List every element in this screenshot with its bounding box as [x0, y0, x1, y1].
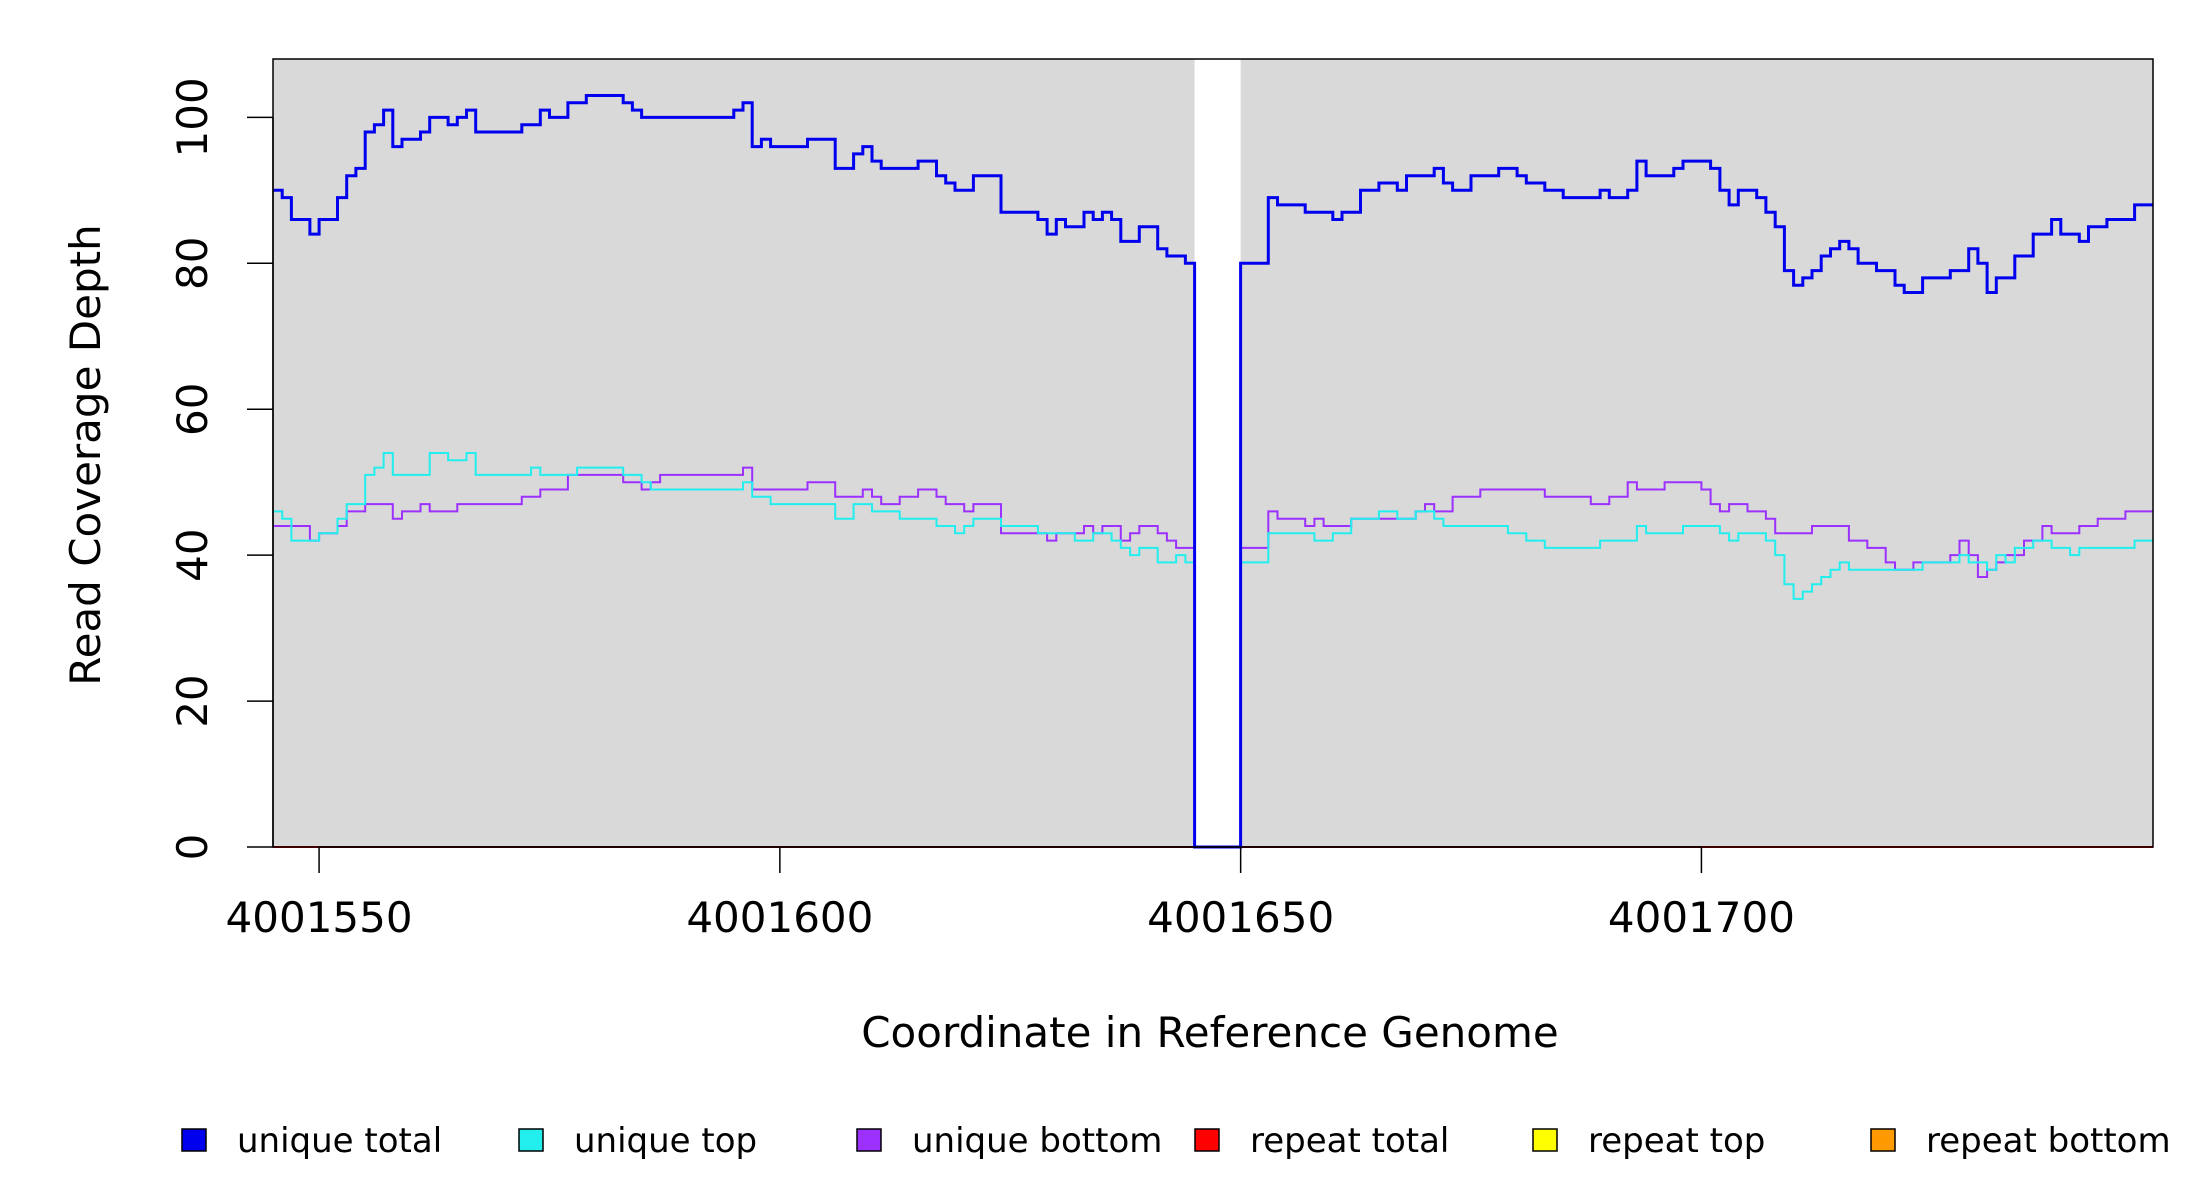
legend-item-repeat-top: repeat top	[1532, 1121, 1765, 1161]
legend-item-unique-total: unique total	[181, 1121, 442, 1161]
y-tick-label: 20	[168, 674, 217, 727]
legend-swatch	[856, 1128, 882, 1152]
legend-item-unique-bottom: unique bottom	[856, 1121, 1162, 1161]
y-axis-label: Read Coverage Depth	[61, 224, 110, 685]
series-line-unique-total	[273, 94, 2153, 849]
legend-label: repeat total	[1250, 1121, 1449, 1161]
x-axis: 4001550 4001600 4001650 4001700	[226, 846, 1795, 942]
legend-swatch	[1194, 1128, 1220, 1152]
y-tick-label: 80	[168, 237, 217, 290]
x-tick-label: 4001600	[686, 893, 873, 942]
y-tick-label: 0	[168, 834, 217, 861]
legend-swatch	[518, 1128, 544, 1152]
legend-item-repeat-total: repeat total	[1194, 1121, 1449, 1161]
legend-label: unique top	[574, 1121, 757, 1161]
gap-region	[1194, 59, 1241, 847]
legend: unique total unique top unique bottom repea…	[181, 1121, 2171, 1161]
legend-label: unique bottom	[912, 1121, 1162, 1161]
y-tick-label: 60	[168, 382, 217, 435]
x-tick-label: 4001650	[1147, 893, 1334, 942]
legend-swatch	[1532, 1128, 1558, 1152]
y-axis: 0 20 40 60 80 100	[168, 77, 274, 861]
legend-label: repeat top	[1588, 1121, 1765, 1161]
legend-swatch	[1870, 1128, 1896, 1152]
legend-label: repeat bottom	[1926, 1121, 2171, 1161]
legend-swatch	[181, 1128, 207, 1152]
legend-label: unique total	[237, 1121, 442, 1161]
x-tick-label: 4001700	[1608, 893, 1795, 942]
legend-item-repeat-bottom: repeat bottom	[1870, 1121, 2171, 1161]
y-tick-label: 40	[168, 528, 217, 581]
legend-item-unique-top: unique top	[518, 1121, 757, 1161]
x-tick-label: 4001550	[226, 893, 413, 942]
x-axis-label: Coordinate in Reference Genome	[861, 1008, 1559, 1057]
y-tick-label: 100	[168, 77, 217, 157]
